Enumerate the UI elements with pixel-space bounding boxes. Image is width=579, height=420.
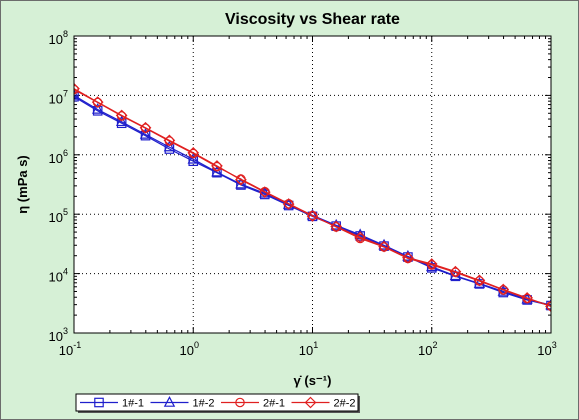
grid-lines — [74, 36, 551, 333]
series-2#-2 — [74, 82, 551, 313]
y-tick-label: 104 — [49, 267, 68, 285]
x-tick-label: 102 — [418, 340, 437, 358]
data-point — [74, 82, 80, 95]
data-point — [74, 88, 80, 100]
data-point — [354, 231, 367, 244]
data-point — [163, 140, 176, 152]
y-tick-label: 108 — [49, 29, 68, 47]
data-point — [235, 177, 247, 189]
x-tick-label: 103 — [537, 340, 556, 358]
legend-label: 1#-1 — [122, 398, 144, 410]
data-point — [211, 165, 223, 177]
y-tick-label: 106 — [49, 148, 68, 166]
y-tick-label: 107 — [49, 88, 68, 106]
x-tick-label: 10-1 — [59, 340, 81, 358]
data-point — [139, 127, 152, 139]
chart-title: Viscosity vs Shear rate — [225, 11, 400, 28]
legend-label: 2#-1 — [263, 398, 285, 410]
data-point — [212, 167, 222, 178]
y-tick-label: 103 — [49, 326, 68, 344]
legend-marker — [94, 397, 104, 408]
data-point — [236, 180, 246, 190]
data-point — [91, 102, 104, 114]
legend-marker — [235, 397, 245, 408]
legend-marker — [304, 396, 317, 409]
data-point — [497, 283, 510, 296]
data-point — [473, 274, 486, 287]
legend-item: 1#-2 — [150, 396, 215, 410]
x-tick-label: 101 — [299, 340, 318, 358]
legend-item: 1#-1 — [80, 398, 144, 410]
data-point — [378, 240, 390, 253]
data-point — [282, 198, 295, 210]
legend-item: 2#-2 — [291, 396, 356, 410]
data-point — [115, 115, 128, 127]
plot-border — [73, 35, 552, 334]
data-point — [425, 258, 438, 270]
data-point — [449, 265, 462, 278]
legend-label: 1#-2 — [193, 398, 215, 410]
data-point — [521, 292, 534, 304]
y-axis-label: η (mPa s) — [15, 155, 30, 214]
data-point — [115, 109, 128, 122]
data-point — [235, 173, 247, 186]
data-point — [306, 210, 319, 222]
data-point — [91, 96, 104, 108]
data-point — [330, 220, 343, 233]
data-point — [187, 152, 199, 164]
legend-label: 2#-2 — [334, 398, 356, 410]
data-point — [140, 130, 151, 141]
legend-item: 2#-1 — [221, 398, 285, 410]
data-point — [258, 186, 271, 199]
data-point — [163, 134, 176, 147]
data-point — [402, 251, 414, 264]
series-line — [74, 88, 551, 307]
y-tick-label: 105 — [49, 207, 68, 225]
legend-marker — [163, 396, 176, 407]
x-tick-label: 100 — [180, 340, 199, 358]
x-axis-label: γ̇ (s⁻¹) — [294, 373, 332, 388]
data-point — [545, 300, 551, 313]
legend: 1#-1 1#-2 2#-1 2#-2 — [75, 393, 360, 413]
data-point — [139, 121, 152, 134]
data-point — [187, 146, 200, 159]
legend-box — [75, 393, 359, 412]
data-point — [211, 160, 223, 172]
